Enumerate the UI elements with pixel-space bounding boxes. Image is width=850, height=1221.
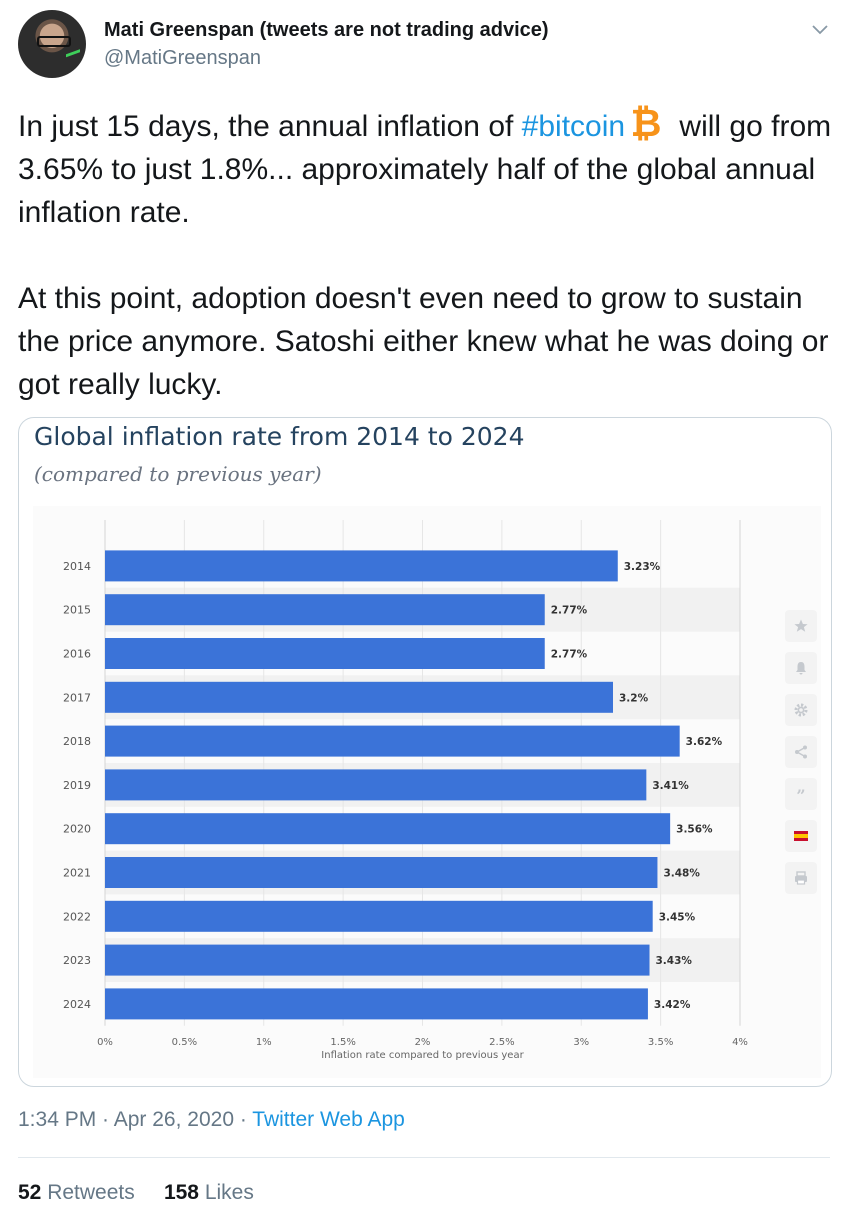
avatar[interactable] bbox=[18, 10, 86, 78]
data-label: 3.41% bbox=[652, 780, 689, 792]
tweet-date[interactable]: Apr 26, 2020 bbox=[113, 1108, 234, 1131]
y-category-label: 2024 bbox=[63, 998, 91, 1011]
hashtag-bitcoin[interactable]: #bitcoin bbox=[521, 110, 626, 143]
y-category-label: 2017 bbox=[63, 691, 91, 704]
data-label: 3.62% bbox=[686, 736, 723, 748]
bar-chart: 0% 0.5% 1% 1.5% 2% 2.5% 3% 3.5% 4% 2014 3.23% 2015 2… bbox=[63, 520, 748, 1061]
print-icon[interactable] bbox=[785, 862, 817, 894]
y-category-label: 2022 bbox=[63, 910, 91, 923]
tweet-text-part1: In just 15 days, the annual inflation of bbox=[18, 110, 522, 143]
x-tick-label: 1.5% bbox=[330, 1037, 355, 1048]
bitcoin-emoji-icon: ₿ bbox=[631, 103, 662, 141]
bar bbox=[105, 813, 671, 845]
x-tick-label: 2.5% bbox=[489, 1037, 514, 1048]
tweet-text-part2: will go from 3.65% to just 1.8%... appro… bbox=[18, 110, 832, 401]
data-label: 3.2% bbox=[619, 692, 649, 704]
tweet-time[interactable]: 1:34 PM bbox=[18, 1108, 97, 1131]
chart-subtitle: (compared to previous year) bbox=[34, 462, 322, 486]
x-tick-label: 3.5% bbox=[648, 1037, 673, 1048]
bell-icon[interactable] bbox=[785, 652, 817, 684]
x-tick-label: 4% bbox=[732, 1037, 748, 1048]
data-label: 3.48% bbox=[663, 868, 700, 880]
avatar-glasses bbox=[37, 36, 71, 47]
chevron-down-icon[interactable] bbox=[808, 18, 832, 42]
bar bbox=[105, 725, 680, 757]
bar bbox=[105, 988, 648, 1020]
svg-text:”: ” bbox=[796, 786, 805, 802]
y-category-label: 2018 bbox=[63, 735, 91, 748]
bar bbox=[105, 857, 658, 888]
chart-toolbar: ” bbox=[785, 610, 821, 904]
share-icon[interactable] bbox=[785, 736, 817, 768]
x-tick-label: 1% bbox=[256, 1037, 272, 1048]
likes-label: Likes bbox=[204, 1181, 254, 1204]
data-label: 3.23% bbox=[624, 561, 661, 573]
star-icon[interactable] bbox=[785, 610, 817, 642]
y-category-label: 2016 bbox=[63, 648, 91, 661]
avatar-chart-graphic bbox=[66, 44, 80, 64]
y-category-label: 2014 bbox=[63, 560, 91, 573]
bar bbox=[105, 594, 545, 626]
bar bbox=[105, 944, 650, 976]
tweet-text: In just 15 days, the annual inflation of… bbox=[18, 103, 838, 406]
retweets-label: Retweets bbox=[47, 1181, 135, 1204]
x-axis-label: Inflation rate compared to previous year bbox=[321, 1050, 524, 1061]
data-label: 2.77% bbox=[551, 605, 588, 617]
x-tick-label: 0% bbox=[97, 1037, 113, 1048]
y-category-label: 2023 bbox=[63, 954, 91, 967]
divider bbox=[18, 1157, 830, 1158]
tweet-timestamp: 1:34 PM · Apr 26, 2020 · Twitter Web App bbox=[18, 1108, 405, 1131]
user-display-name[interactable]: Mati Greenspan (tweets are not trading a… bbox=[104, 19, 549, 41]
flag-spain-icon[interactable] bbox=[785, 820, 817, 852]
bar bbox=[105, 550, 618, 582]
retweets-count: 52 bbox=[18, 1181, 42, 1204]
bar bbox=[105, 681, 613, 713]
likes-stat[interactable]: 158 Likes bbox=[164, 1181, 254, 1204]
x-tick-label: 2% bbox=[415, 1037, 431, 1048]
quote-icon[interactable]: ” bbox=[785, 778, 817, 810]
y-category-label: 2019 bbox=[63, 779, 91, 792]
y-category-label: 2020 bbox=[63, 823, 91, 836]
data-label: 3.45% bbox=[659, 911, 696, 923]
bar bbox=[105, 638, 545, 669]
data-label: 3.42% bbox=[654, 999, 691, 1011]
svg-text:₿: ₿ bbox=[631, 103, 662, 141]
bar bbox=[105, 769, 647, 801]
user-handle[interactable]: @MatiGreenspan bbox=[104, 47, 262, 69]
bar bbox=[105, 900, 653, 932]
likes-count: 158 bbox=[163, 1181, 199, 1204]
y-category-label: 2015 bbox=[63, 604, 91, 617]
chart-plot-area: 0% 0.5% 1% 1.5% 2% 2.5% 3% 3.5% 4% 2014 3.23% 2015 2… bbox=[33, 506, 821, 1078]
retweets-stat[interactable]: 52 Retweets bbox=[18, 1181, 135, 1204]
gear-icon[interactable] bbox=[785, 694, 817, 726]
tweet-stats: 52 Retweets 158 Likes bbox=[18, 1181, 254, 1205]
x-tick-label: 0.5% bbox=[172, 1037, 197, 1048]
data-label: 2.77% bbox=[551, 649, 588, 661]
tweet-source-app[interactable]: Twitter Web App bbox=[252, 1108, 405, 1131]
chart-title: Global inflation rate from 2014 to 2024 bbox=[34, 422, 525, 451]
data-label: 3.43% bbox=[656, 955, 693, 967]
x-tick-label: 3% bbox=[573, 1037, 589, 1048]
y-category-label: 2021 bbox=[63, 867, 91, 880]
chart-card[interactable]: Global inflation rate from 2014 to 2024 … bbox=[18, 417, 832, 1087]
data-label: 3.56% bbox=[676, 824, 713, 836]
